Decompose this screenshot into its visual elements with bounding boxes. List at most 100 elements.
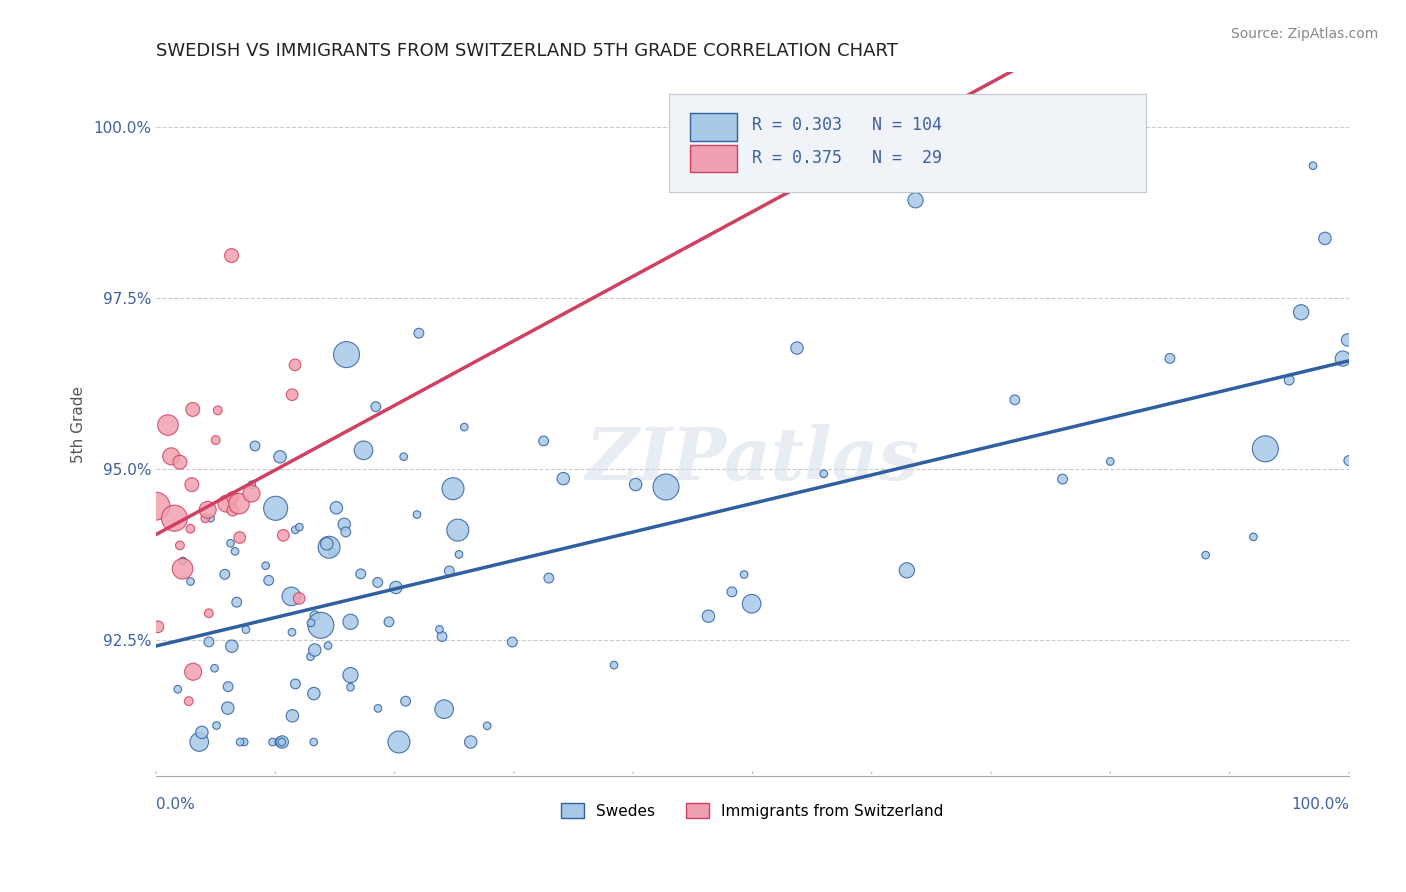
Point [335,524,357,539]
Point [1159,351,1181,366]
Point [1331,351,1354,366]
Point [697,609,720,624]
Point [179,522,201,536]
Point [1254,442,1277,456]
Point [262,735,284,749]
Point [447,548,470,562]
Point [221,248,243,262]
Point [477,719,499,733]
Point [221,639,243,653]
Point [281,625,304,640]
Point [392,450,415,464]
Point [333,517,356,532]
Point [228,531,250,545]
Point [273,528,295,542]
Point [156,418,179,433]
Point [378,615,401,629]
Point [284,358,307,372]
Point [453,420,475,434]
Point [270,735,292,749]
Point [284,523,307,537]
Point [721,585,744,599]
Point [553,472,575,486]
Point [166,682,188,697]
FancyBboxPatch shape [669,94,1146,192]
Point [1337,453,1360,467]
Point [309,618,332,632]
Point [215,497,238,511]
Point [1195,548,1218,562]
Point [339,680,361,694]
Point [228,497,250,511]
Point [316,639,339,653]
Point [429,622,451,636]
Point [321,545,343,559]
Point [145,499,167,513]
Point [624,477,647,491]
Point [271,735,294,749]
Point [169,538,191,552]
Point [1313,231,1336,245]
Point [207,403,229,417]
Point [281,709,304,723]
Point [406,508,429,522]
Point [240,486,263,500]
Point [339,615,361,629]
Point [501,635,523,649]
Point [177,694,200,708]
Point [224,544,246,558]
Point [240,477,263,491]
Point [786,341,808,355]
Point [163,511,186,525]
Point [1052,472,1074,486]
Point [280,590,302,604]
Point [325,500,347,515]
Point [318,541,340,555]
Point [179,574,201,589]
Point [288,591,311,606]
Point [733,567,755,582]
Point [229,735,252,749]
Point [269,450,291,464]
Point [1241,530,1264,544]
Point [533,434,555,448]
Point [169,455,191,469]
Point [388,735,411,749]
Point [204,433,226,447]
Point [221,491,243,505]
Point [204,661,226,675]
Point [367,575,389,590]
Point [1004,392,1026,407]
Point [813,467,835,481]
Point [235,623,257,637]
Point [741,597,763,611]
Point [439,564,461,578]
Point [198,635,221,649]
Legend: Swedes, Immigrants from Switzerland: Swedes, Immigrants from Switzerland [555,797,949,825]
Point [430,630,453,644]
FancyBboxPatch shape [690,145,737,172]
Point [269,735,291,749]
Point [281,387,304,401]
Point [1289,305,1312,319]
Point [198,607,221,621]
Point [200,511,222,525]
Point [335,348,357,362]
Point [302,687,325,701]
Point [217,680,239,694]
Point [205,718,228,732]
Point [433,702,456,716]
Point [225,595,247,609]
Point [339,668,361,682]
Point [180,477,202,491]
Point [302,735,325,749]
Point [257,574,280,588]
Point [219,536,242,550]
Point [146,620,169,634]
Y-axis label: 5th Grade: 5th Grade [72,386,86,463]
Point [367,701,389,715]
Point [181,665,204,679]
Point [364,400,387,414]
Point [447,523,470,537]
Point [264,501,287,516]
